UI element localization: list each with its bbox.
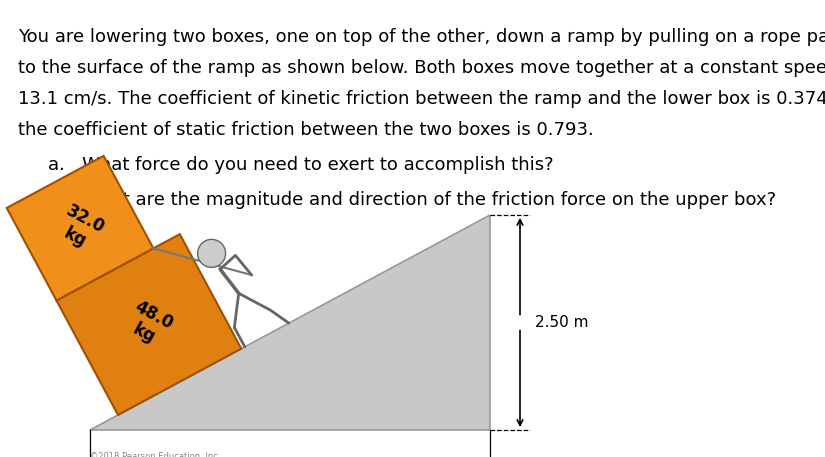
Polygon shape (56, 234, 242, 415)
Text: the coefficient of static friction between the two boxes is 0.793.: the coefficient of static friction betwe… (18, 121, 594, 139)
Polygon shape (90, 215, 490, 430)
Text: 48.0
kg: 48.0 kg (121, 298, 176, 351)
Text: 13.1 cm/s. The coefficient of kinetic friction between the ramp and the lower bo: 13.1 cm/s. The coefficient of kinetic fr… (18, 90, 825, 108)
Text: ©2018 Pearson Education, Inc.: ©2018 Pearson Education, Inc. (90, 452, 220, 457)
Text: a.   What force do you need to exert to accomplish this?: a. What force do you need to exert to ac… (48, 156, 554, 174)
Text: b.   What are the magnitude and direction of the friction force on the upper box: b. What are the magnitude and direction … (48, 191, 776, 209)
Text: 32.0
kg: 32.0 kg (53, 202, 107, 255)
Text: You are lowering two boxes, one on top of the other, down a ramp by pulling on a: You are lowering two boxes, one on top o… (18, 28, 825, 46)
Circle shape (198, 239, 225, 267)
Text: 2.50 m: 2.50 m (535, 315, 588, 330)
Polygon shape (7, 156, 153, 300)
Text: to the surface of the ramp as shown below. Both boxes move together at a constan: to the surface of the ramp as shown belo… (18, 59, 825, 77)
